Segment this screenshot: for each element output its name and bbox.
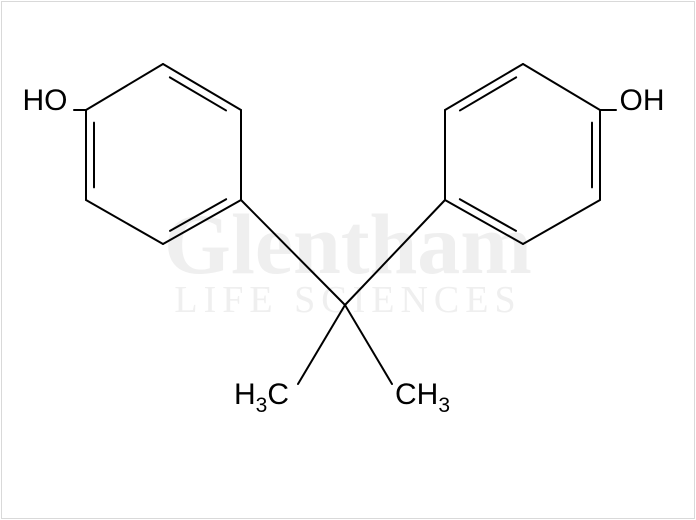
diagram-canvas: Glentham LIFE SCIENCES HOOHH3CCH3	[0, 0, 696, 520]
labels-group: HO OH H3C CH3	[23, 84, 665, 417]
label-ch3-left: H3C	[234, 378, 289, 417]
label-oh-left: HO	[23, 84, 68, 117]
structure-svg: HO OH H3C CH3	[0, 0, 696, 520]
bonds-group	[74, 64, 616, 384]
label-oh-right: OH	[620, 84, 665, 117]
label-ch3-right: CH3	[395, 378, 450, 417]
